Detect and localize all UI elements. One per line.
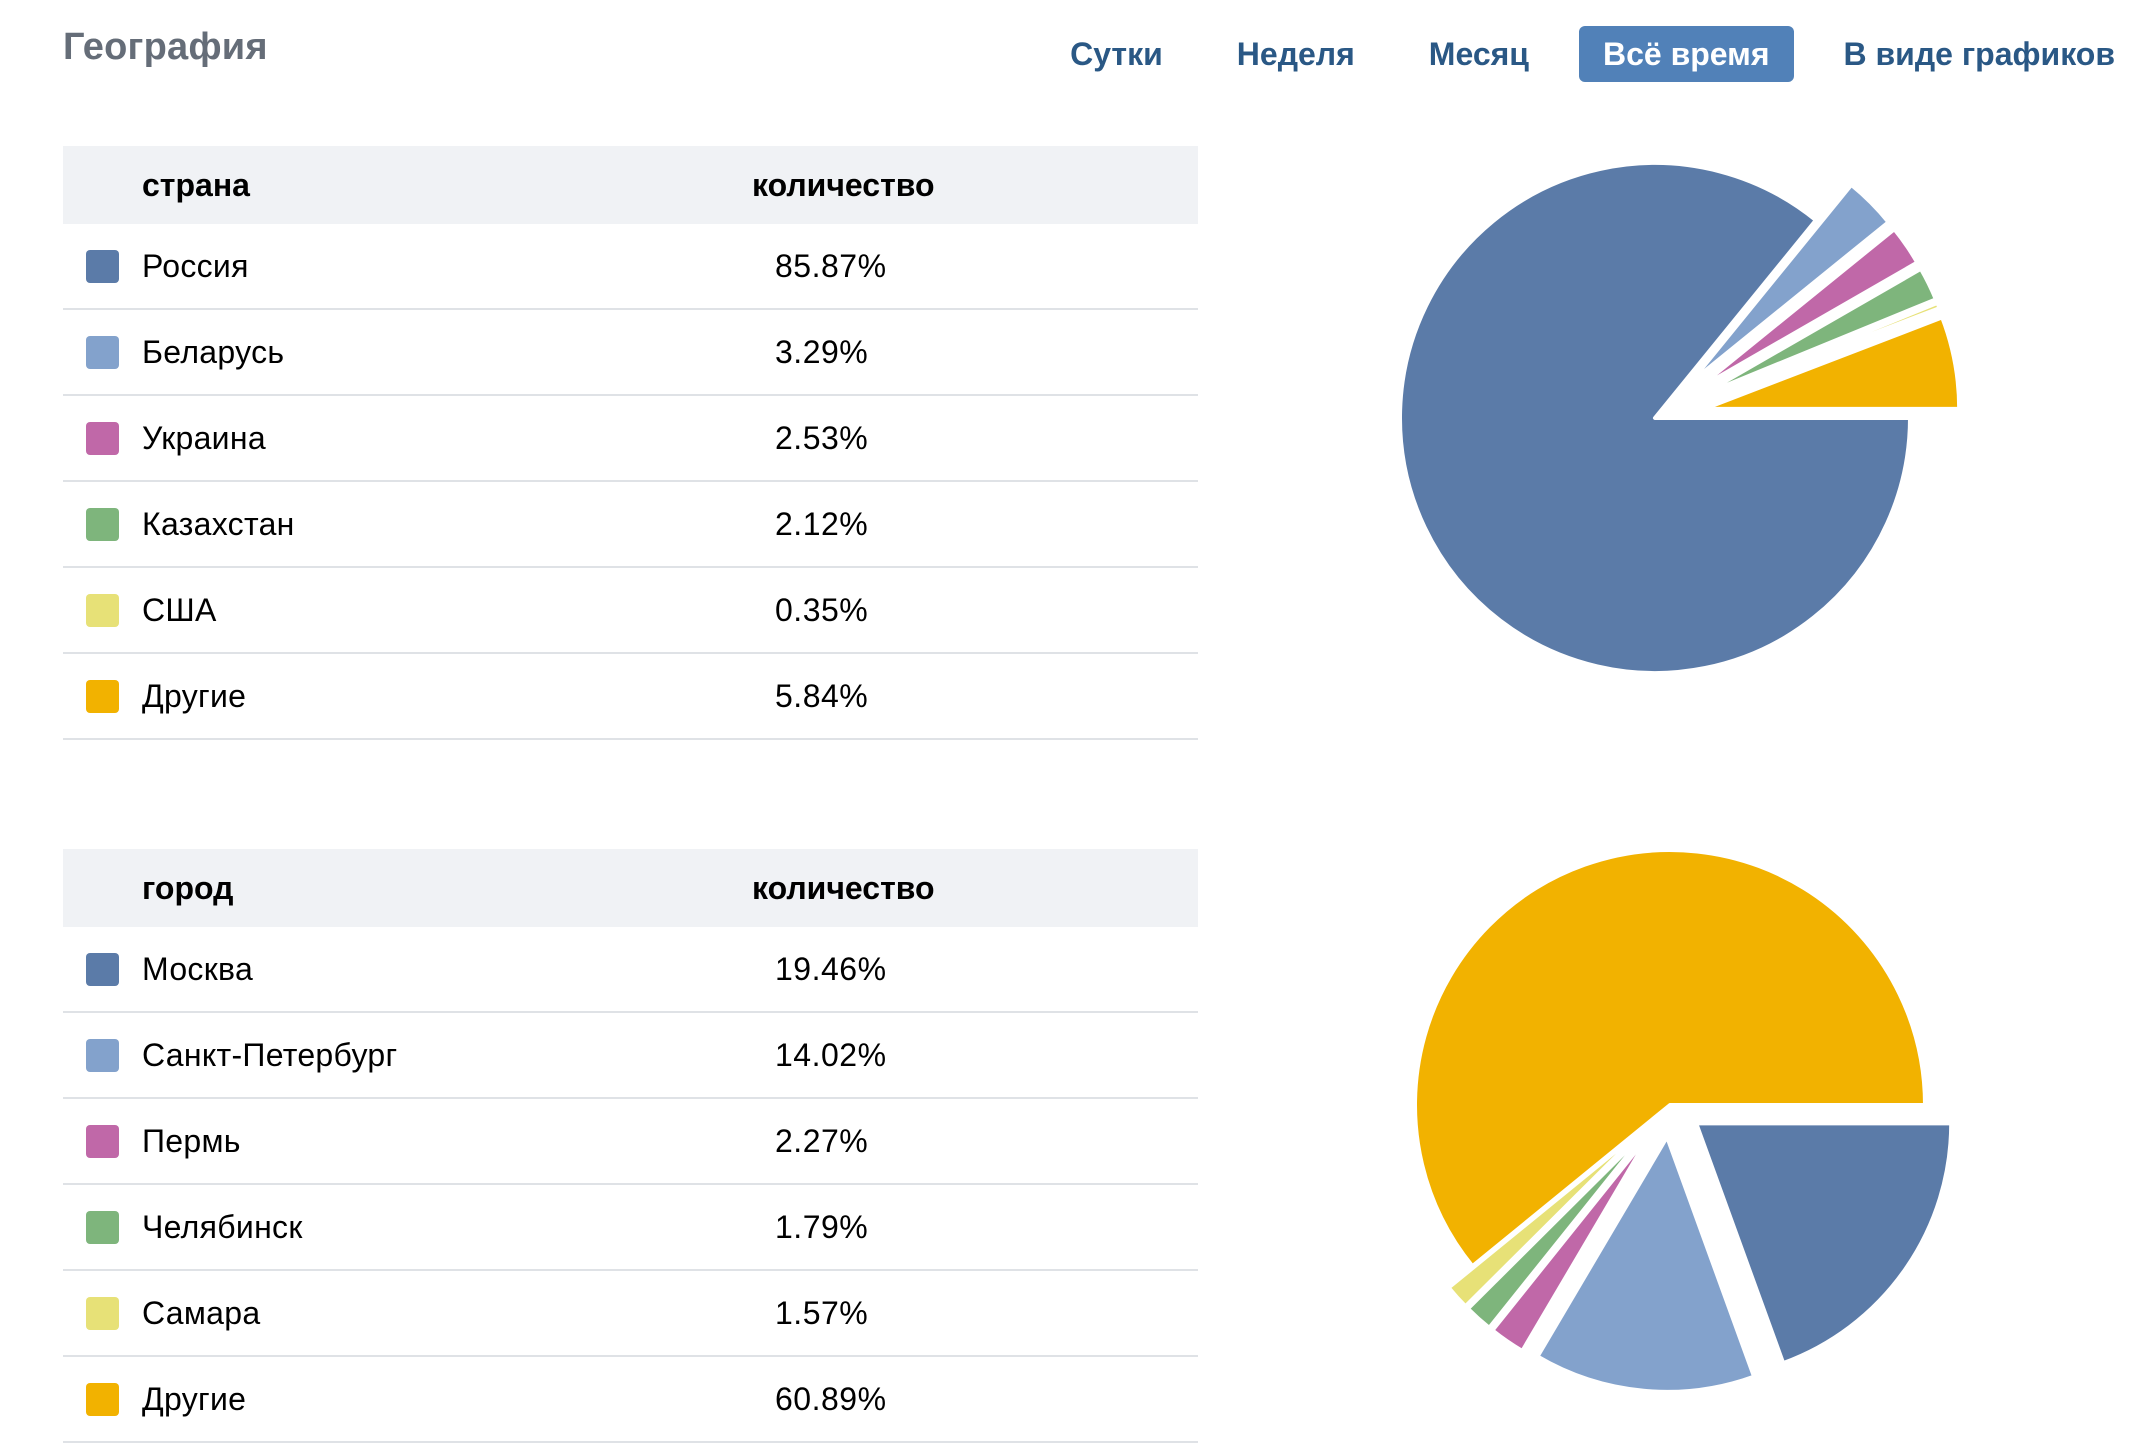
pie-slice-perm[interactable]	[1490, 1129, 1654, 1353]
header-count[interactable]: количество	[752, 166, 935, 203]
city-pie-chart	[1413, 848, 1954, 1394]
row-value: 14.02%	[752, 1012, 1198, 1099]
country-pie-chart	[1398, 161, 1962, 675]
color-cell	[63, 481, 142, 568]
color-cell	[63, 1184, 142, 1271]
header-count[interactable]: количество	[752, 869, 935, 906]
table-row: Беларусь 3.29%	[63, 309, 1198, 396]
color-swatch	[86, 421, 119, 455]
color-swatch	[86, 1382, 119, 1416]
period-tabs: Сутки Неделя Месяц Всё время В виде граф…	[1020, 26, 2139, 82]
pie-slice-moscow[interactable]	[1694, 1121, 1954, 1366]
row-label: Самара	[142, 1270, 752, 1357]
color-swatch	[86, 507, 119, 541]
row-value: 3.29%	[752, 309, 1198, 396]
pie-slice-ukraine[interactable]	[1694, 227, 1920, 392]
color-swatch	[86, 952, 119, 986]
pie-slice-samara[interactable]	[1446, 1124, 1649, 1309]
header-country[interactable]: страна	[142, 166, 250, 203]
pie-slice-others[interactable]	[1702, 315, 1962, 411]
color-swatch	[86, 249, 119, 283]
row-value: 1.79%	[752, 1184, 1198, 1271]
color-cell	[63, 224, 142, 310]
table-row: Санкт-Петербург 14.02%	[63, 1012, 1198, 1099]
pie-slice-others[interactable]	[1413, 848, 1927, 1269]
row-label: Челябинск	[142, 1184, 752, 1271]
table-row: Россия 85.87%	[63, 224, 1198, 310]
table-row: США 0.35%	[63, 567, 1198, 654]
row-value: 0.35%	[752, 567, 1198, 654]
color-cell	[63, 395, 142, 482]
tab-month[interactable]: Месяц	[1428, 36, 1529, 72]
table-row: Москва 19.46%	[63, 927, 1198, 1013]
row-label: Другие	[142, 1356, 752, 1443]
color-cell	[63, 1012, 142, 1099]
row-value: 2.12%	[752, 481, 1198, 568]
tab-week[interactable]: Неделя	[1236, 36, 1355, 72]
table-row: Пермь 2.27%	[63, 1098, 1198, 1185]
pie-slice-russia[interactable]	[1398, 161, 1912, 675]
row-label: Санкт-Петербург	[142, 1012, 752, 1099]
row-value: 19.46%	[752, 927, 1198, 1013]
tab-all-time[interactable]: Всё время	[1578, 26, 1794, 82]
row-label: Пермь	[142, 1098, 752, 1185]
color-swatch	[86, 335, 119, 369]
header-spacer	[63, 146, 142, 224]
table-row: Украина 2.53%	[63, 395, 1198, 482]
row-label: Беларусь	[142, 309, 752, 396]
header-spacer	[63, 849, 142, 927]
table-row: Челябинск 1.79%	[63, 1184, 1198, 1271]
tab-charts-view[interactable]: В виде графиков	[1843, 36, 2116, 72]
color-swatch	[86, 1038, 119, 1072]
row-label: Другие	[142, 653, 752, 740]
row-value: 1.57%	[752, 1270, 1198, 1357]
tab-day[interactable]: Сутки	[1070, 36, 1163, 72]
table-row: Другие 60.89%	[63, 1356, 1198, 1443]
row-label: Москва	[142, 927, 752, 1013]
pie-slice-belarus[interactable]	[1688, 182, 1891, 385]
row-value: 85.87%	[752, 224, 1198, 310]
pie-slice-saint-petersburg[interactable]	[1535, 1134, 1757, 1394]
row-value: 2.53%	[752, 395, 1198, 482]
color-cell	[63, 1098, 142, 1185]
color-swatch	[86, 1124, 119, 1158]
city-table: город количество Москва 19.46% Санкт-Пет…	[63, 849, 1198, 1443]
table-row: Самара 1.57%	[63, 1270, 1198, 1357]
row-label: Россия	[142, 224, 752, 310]
row-value: 2.27%	[752, 1098, 1198, 1185]
color-cell	[63, 567, 142, 654]
color-cell	[63, 653, 142, 740]
color-swatch	[86, 679, 119, 713]
table-header: страна количество	[63, 146, 1198, 224]
pie-slice-kazakhstan[interactable]	[1697, 266, 1938, 399]
country-table: страна количество Россия 85.87% Беларусь…	[63, 146, 1198, 740]
row-label: Казахстан	[142, 481, 752, 568]
table-row: Казахстан 2.12%	[63, 481, 1198, 568]
header-city[interactable]: город	[142, 869, 234, 906]
row-value: 5.84%	[752, 653, 1198, 740]
row-label: Украина	[142, 395, 752, 482]
pie-slice-chelyabinsk[interactable]	[1465, 1126, 1651, 1330]
row-value: 60.89%	[752, 1356, 1198, 1443]
color-swatch	[86, 593, 119, 627]
color-cell	[63, 309, 142, 396]
color-swatch	[86, 1296, 119, 1330]
row-label: США	[142, 567, 752, 654]
color-cell	[63, 1270, 142, 1357]
pie-slice-usa[interactable]	[1699, 300, 1942, 402]
color-swatch	[86, 1210, 119, 1244]
color-cell	[63, 927, 142, 1013]
color-cell	[63, 1356, 142, 1443]
page-title: География	[63, 26, 268, 68]
table-row: Другие 5.84%	[63, 653, 1198, 740]
table-header: город количество	[63, 849, 1198, 927]
